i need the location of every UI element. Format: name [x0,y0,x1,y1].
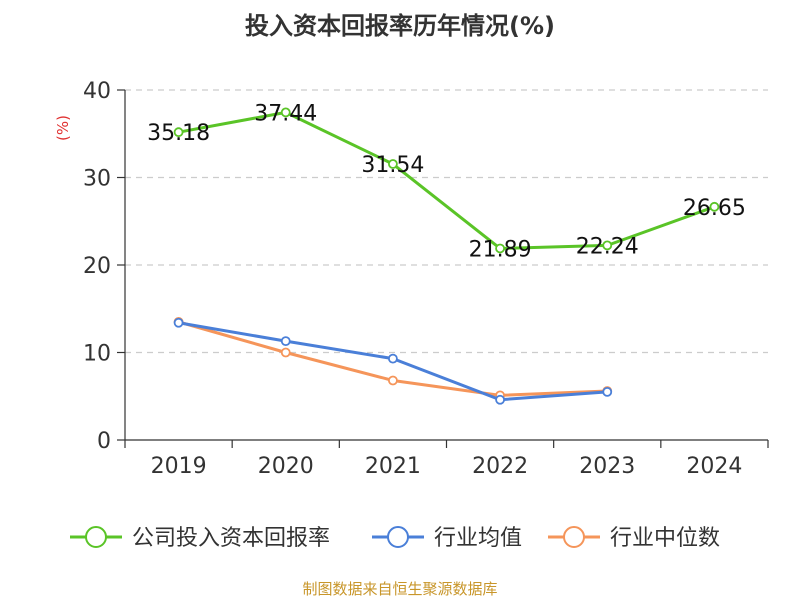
data-label: 37.44 [254,101,317,126]
y-axis-label: (%) [54,115,72,141]
grid-lines [125,89,768,354]
y-tick-label: 20 [83,254,111,279]
data-point [173,317,184,328]
data-point [495,394,505,405]
legend: 公司投入资本回报率 行业均值 行业中位数 [70,526,720,551]
legend-label: 公司投入资本回报率 [132,526,330,551]
legend-marker [387,526,409,548]
series-lines [173,107,720,405]
legend-label: 行业中位数 [610,526,720,551]
data-label: 22.24 [576,234,639,259]
data-point [602,386,613,397]
legend-marker [85,526,107,548]
y-tick-label: 0 [97,429,111,454]
x-tick-label: 2024 [686,454,742,479]
x-tick-label: 2019 [151,454,207,479]
x-tick-label: 2023 [579,454,635,479]
data-point [495,243,505,254]
x-tick-label: 2021 [365,454,421,479]
y-tick-label: 10 [83,342,111,367]
x-tick-label: 2022 [472,454,528,479]
data-point [280,107,291,118]
series-line [178,110,715,250]
data-point [602,240,613,251]
y-tick-label: 30 [83,167,111,192]
x-tick-label: 2020 [258,454,314,479]
data-label: 26.65 [683,196,746,221]
source-note: 制图数据来自恒生聚源数据库 [302,580,497,598]
legend-marker [563,526,585,548]
data-labels: 35.18 37.44 31.54 21.89 22.24 26.65 [147,101,746,262]
data-point [388,159,398,169]
data-label: 31.54 [361,153,424,178]
data-point [280,347,291,358]
legend-label: 行业均值 [434,526,522,551]
data-label: 21.89 [469,237,532,262]
chart-title: 投入资本回报率历年情况(%) [245,12,555,40]
data-point [709,201,720,212]
axes: 0 10 20 30 40 2019 2020 2021 2022 2023 2024 [83,79,769,479]
data-point [280,336,291,347]
data-point [173,127,184,138]
y-tick-label: 40 [83,79,111,104]
data-label: 35.18 [147,121,210,146]
data-point [388,353,398,364]
data-point [388,375,398,386]
